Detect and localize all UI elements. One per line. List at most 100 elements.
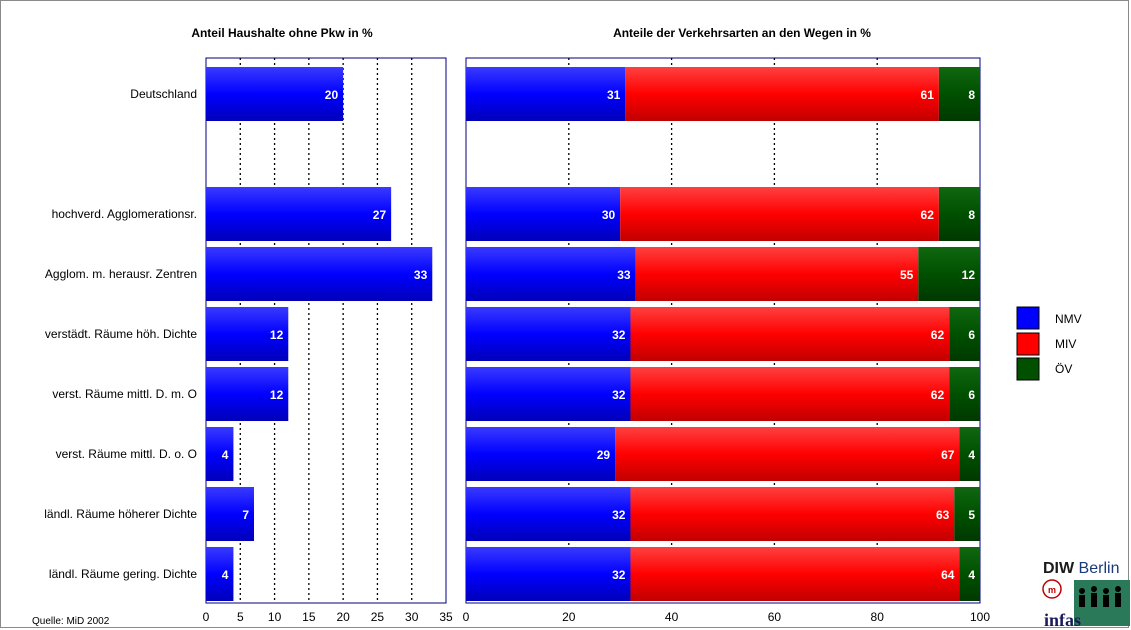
right-bar-value-label-nmv: 32	[612, 508, 626, 522]
right-bar-segment-oev	[949, 367, 980, 421]
infas-logo-text: infas	[1044, 610, 1081, 630]
right-bar-segment-nmv	[466, 367, 631, 421]
right-x-tick-label: 80	[871, 610, 885, 624]
legend: NMV MIV ÖV	[1016, 306, 1082, 381]
right-bar-value-label-miv: 62	[921, 208, 935, 222]
left-x-tick-label: 0	[203, 610, 210, 624]
left-x-tick-label: 25	[371, 610, 385, 624]
left-bar-value-label: 4	[222, 448, 229, 462]
right-bar-segment-miv	[615, 427, 960, 481]
right-bar-value-label-oev: 12	[962, 268, 976, 282]
legend-swatch-oev	[1016, 357, 1040, 381]
right-x-tick-label: 0	[463, 610, 470, 624]
right-bar-segment-nmv	[466, 67, 626, 121]
right-bar-segment-nmv	[466, 487, 631, 541]
right-bar-value-label-miv: 64	[941, 568, 955, 582]
category-label: hochverd. Agglomerationsr.	[52, 207, 197, 221]
right-x-tick-label: 60	[768, 610, 782, 624]
right-bar-value-label-miv: 61	[921, 88, 935, 102]
diw-seal-icon	[1042, 579, 1062, 599]
right-bar-value-label-nmv: 33	[617, 268, 631, 282]
right-bar-segment-nmv	[466, 307, 631, 361]
right-bar-value-label-miv: 62	[931, 328, 945, 342]
right-bar-segment-miv	[620, 187, 939, 241]
right-bar-value-label-oev: 6	[968, 388, 975, 402]
left-x-tick-label: 30	[405, 610, 419, 624]
right-bar-value-label-oev: 4	[968, 448, 975, 462]
right-chart-title: Anteile der Verkehrsarten an den Wegen i…	[613, 26, 871, 40]
people-icon	[1079, 586, 1121, 607]
category-label: Agglom. m. herausr. Zentren	[45, 267, 197, 281]
left-bar	[206, 307, 289, 361]
right-bar-value-label-miv: 62	[931, 388, 945, 402]
category-label: verst. Räume mittl. D. m. O	[52, 387, 197, 401]
right-bar-segment-oev	[954, 487, 980, 541]
right-x-tick-label: 40	[665, 610, 679, 624]
left-bar-value-label: 33	[414, 268, 428, 282]
left-bar	[206, 247, 433, 301]
diw-seal-letter: m	[1048, 585, 1056, 595]
left-bar	[206, 67, 344, 121]
right-bar-value-label-oev: 6	[968, 328, 975, 342]
left-bar-value-label: 7	[242, 508, 249, 522]
left-bar	[206, 427, 234, 481]
right-bar-value-label-miv: 55	[900, 268, 914, 282]
right-bar-segment-miv	[630, 367, 950, 421]
left-chart-title: Anteil Haushalte ohne Pkw in %	[191, 26, 373, 40]
right-bar-value-label-nmv: 32	[612, 388, 626, 402]
right-bar-segment-miv	[630, 307, 950, 361]
right-bar-value-label-oev: 8	[968, 208, 975, 222]
diw-logo-text: DIW Berlin	[1043, 560, 1119, 577]
left-bar	[206, 547, 234, 601]
right-bar-segment-miv	[625, 67, 939, 121]
left-bar-value-label: 20	[325, 88, 339, 102]
right-bar-segment-miv	[635, 247, 919, 301]
legend-label-oev: ÖV	[1055, 362, 1072, 376]
category-label: ländl. Räume höherer Dichte	[44, 507, 197, 521]
left-bar-value-label: 27	[373, 208, 387, 222]
left-x-tick-label: 35	[439, 610, 453, 624]
left-bar	[206, 487, 254, 541]
right-bar-value-label-oev: 4	[968, 568, 975, 582]
diw-logo: DIW Berlin m	[1042, 560, 1119, 599]
category-label: verst. Räume mittl. D. o. O	[56, 447, 197, 461]
right-bar-value-label-nmv: 32	[612, 568, 626, 582]
right-bar-value-label-nmv: 32	[612, 328, 626, 342]
right-bar-value-label-nmv: 29	[597, 448, 611, 462]
right-bar-value-label-oev: 8	[968, 88, 975, 102]
right-bar-segment-nmv	[466, 187, 621, 241]
category-label: ländl. Räume gering. Dichte	[49, 567, 197, 581]
right-x-tick-label: 20	[562, 610, 576, 624]
left-bar-value-label: 12	[270, 328, 284, 342]
left-bar-value-label: 4	[222, 568, 229, 582]
right-bar-segment-oev	[959, 547, 980, 601]
legend-label-nmv: NMV	[1055, 312, 1082, 326]
left-bar	[206, 367, 289, 421]
right-bar-value-label-miv: 63	[936, 508, 950, 522]
legend-swatch-miv	[1016, 332, 1040, 356]
infas-logo: infas	[1044, 580, 1130, 630]
left-x-tick-label: 10	[268, 610, 282, 624]
right-bar-segment-nmv	[466, 247, 636, 301]
left-bar	[206, 187, 392, 241]
right-x-tick-label: 100	[970, 610, 990, 624]
right-bar-value-label-oev: 5	[968, 508, 975, 522]
right-bar-value-label-nmv: 30	[602, 208, 616, 222]
right-bar-segment-miv	[630, 487, 955, 541]
right-bar-segment-oev	[938, 187, 980, 241]
left-bar-value-label: 12	[270, 388, 284, 402]
left-x-tick-label: 15	[302, 610, 316, 624]
right-bar-value-label-nmv: 31	[607, 88, 621, 102]
right-bar-segment-nmv	[466, 547, 631, 601]
right-bar-segment-nmv	[466, 427, 616, 481]
source-note: Quelle: MiD 2002	[32, 616, 110, 627]
left-x-tick-label: 20	[336, 610, 350, 624]
left-x-tick-label: 5	[237, 610, 244, 624]
right-bar-segment-oev	[959, 427, 980, 481]
category-label: verstädt. Räume höh. Dichte	[45, 327, 197, 341]
right-bar-value-label-miv: 67	[941, 448, 955, 462]
right-bar-segment-miv	[630, 547, 960, 601]
category-label: Deutschland	[130, 87, 197, 101]
